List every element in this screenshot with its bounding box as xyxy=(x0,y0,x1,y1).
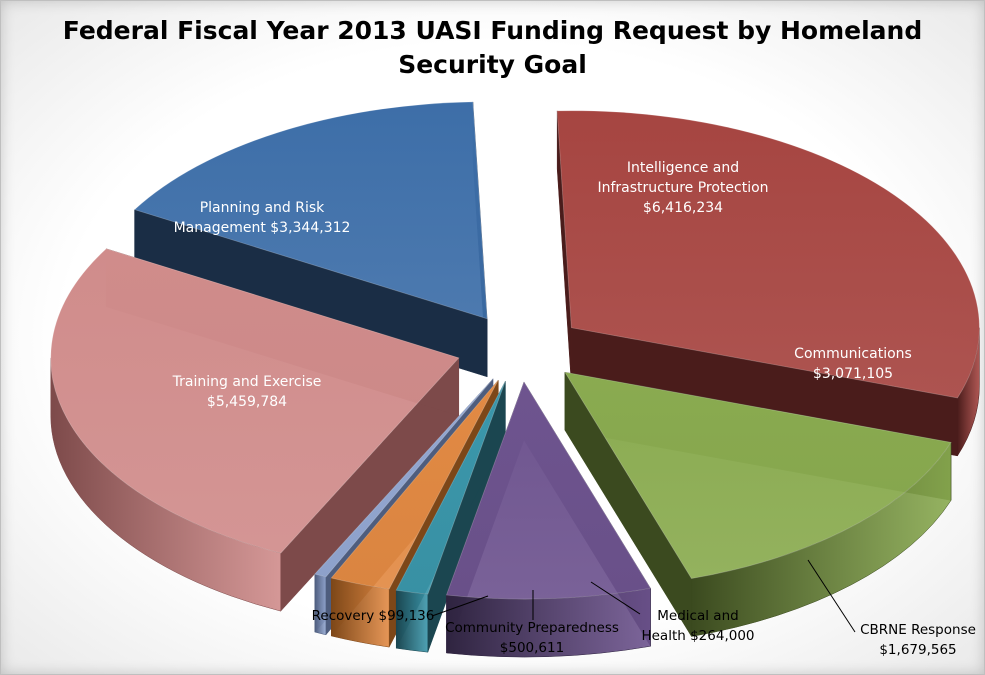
data-label-communications: Communications $3,071,105 xyxy=(794,346,912,382)
data-label-intelligence-and-infrastructure-protection: Intelligence and Infrastructure Protectio… xyxy=(597,160,768,216)
pie-slice-cbrne-response xyxy=(445,381,652,658)
data-label-planning-and-risk-management: Planning and Risk Management $3,344,312 xyxy=(174,200,351,236)
pie-slice-intelligence-and-infrastructure-protection xyxy=(556,110,980,457)
pie-slice-planning-and-risk-management xyxy=(133,101,488,378)
pie-slice-training-and-exercise xyxy=(50,248,460,612)
pie-slice-medical-and-health xyxy=(395,380,506,653)
leader-line-recovery xyxy=(431,595,489,617)
pie-slice-communications xyxy=(564,371,952,638)
data-label-training-and-exercise: Training and Exercise $5,459,784 xyxy=(172,374,322,410)
data-label-cbrne-response: CBRNE Response $1,679,565 xyxy=(860,622,976,658)
data-label-recovery: Recovery $99,136 xyxy=(312,608,435,624)
data-label-medical-and-health: Medical and Health $264,000 xyxy=(641,608,754,644)
leader-line-medical-and-health xyxy=(590,581,641,615)
leader-line-cbrne-response xyxy=(807,559,856,633)
data-label-community-preparedness: Community Preparedness $500,611 xyxy=(445,620,619,656)
chart-title: Federal Fiscal Year 2013 UASI Funding Re… xyxy=(62,16,923,79)
